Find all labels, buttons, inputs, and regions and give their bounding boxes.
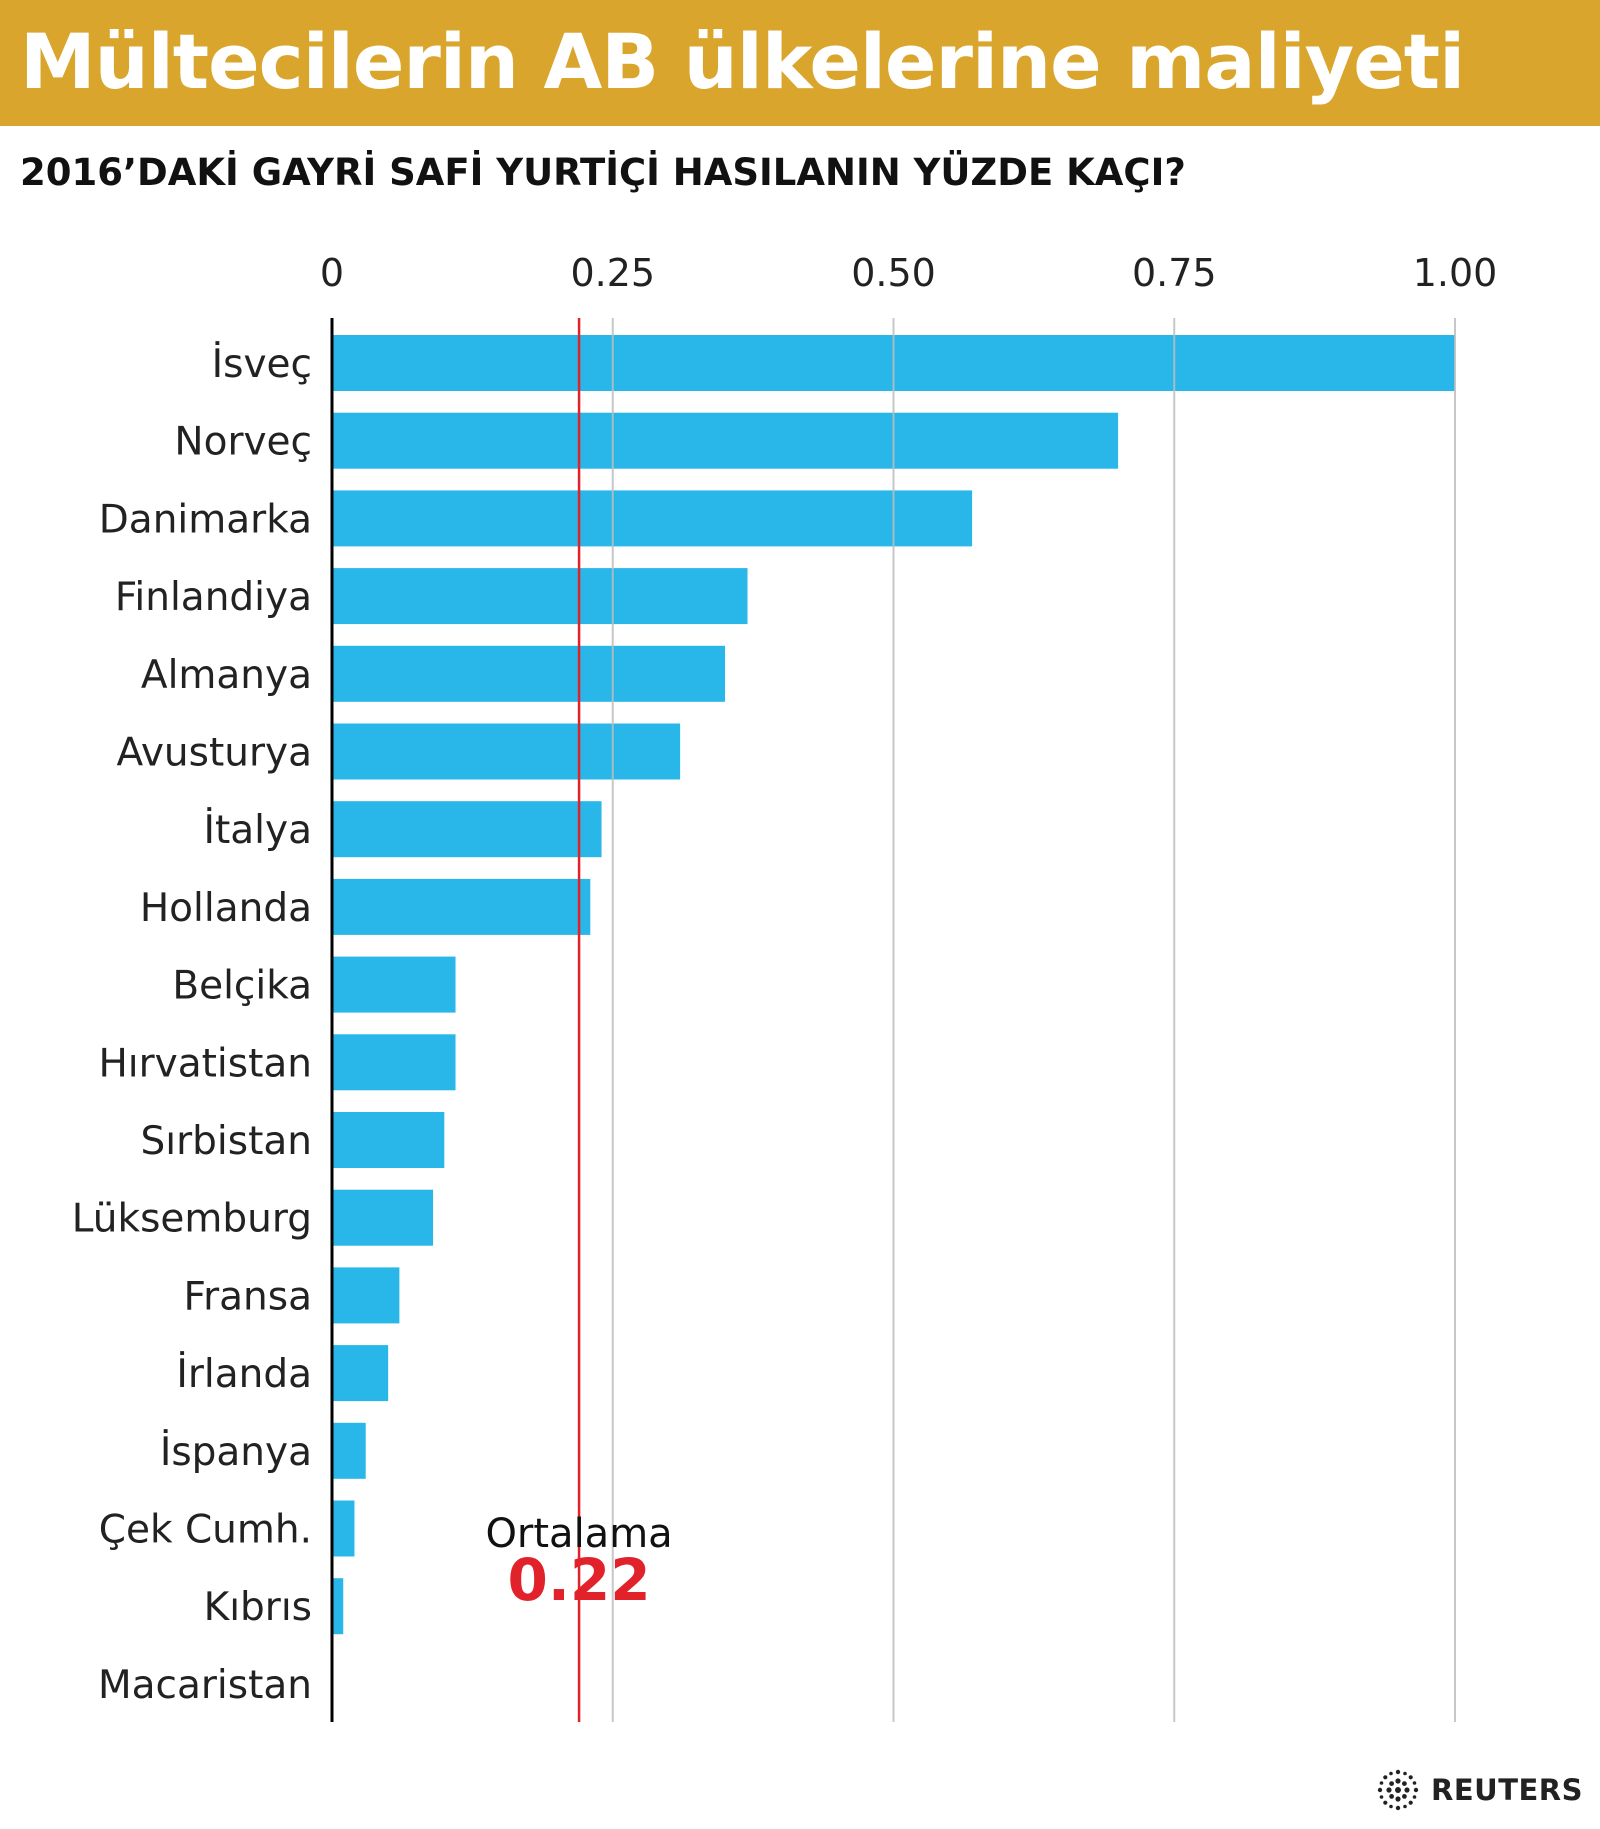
bar	[332, 1345, 389, 1402]
category-label: Kıbrıs	[204, 1585, 312, 1630]
bar	[332, 723, 681, 780]
category-label: Norveç	[174, 420, 312, 465]
bar	[332, 1112, 445, 1168]
x-tick-label: 0.50	[851, 251, 936, 295]
bar	[332, 1189, 434, 1246]
category-label: Belçika	[172, 964, 312, 1009]
bar	[332, 1422, 366, 1479]
average-label: Ortalama	[485, 1511, 672, 1557]
category-label: Lüksemburg	[72, 1197, 312, 1242]
x-tick-label: 0.25	[570, 251, 655, 295]
x-tick-label: 1.00	[1413, 251, 1498, 295]
bar	[332, 412, 1119, 469]
bar	[332, 645, 726, 702]
category-label: Hırvatistan	[98, 1041, 312, 1086]
category-label: Almanya	[141, 653, 312, 698]
reuters-logo: REUTERS	[1375, 1766, 1583, 1814]
category-label: Danimarka	[99, 497, 312, 542]
reuters-logo-icon	[1377, 1769, 1419, 1811]
x-tick-label: 0.75	[1132, 251, 1217, 295]
category-label: Fransa	[184, 1274, 312, 1319]
title-banner	[0, 0, 1600, 126]
category-label: İsveç	[212, 341, 312, 387]
bar	[332, 801, 602, 858]
bar	[332, 1034, 456, 1091]
category-label: İrlanda	[176, 1351, 312, 1397]
bar	[332, 568, 748, 625]
bar	[332, 878, 591, 935]
bar	[332, 1267, 400, 1324]
chart-title: Mültecilerin AB ülkelerine maliyeti	[20, 17, 1465, 106]
category-label: Çek Cumh.	[99, 1508, 312, 1553]
reuters-logo-text: REUTERS	[1431, 1773, 1583, 1807]
category-label: İtalya	[203, 807, 312, 853]
bar	[332, 1500, 355, 1557]
category-label: Finlandiya	[115, 575, 312, 620]
x-tick-label: 0	[320, 251, 344, 295]
bar	[332, 490, 973, 547]
bar	[332, 1578, 344, 1635]
category-label: Macaristan	[98, 1663, 312, 1708]
bar	[332, 956, 456, 1013]
category-label: Sırbistan	[141, 1119, 312, 1164]
category-label: Hollanda	[140, 886, 312, 931]
average-value: 0.22	[508, 1546, 651, 1614]
category-label: Avusturya	[116, 731, 312, 776]
category-label: İspanya	[160, 1429, 312, 1475]
chart-subtitle: 2016’DAKİ GAYRİ SAFİ YURTİÇİ HASILANIN Y…	[20, 151, 1186, 194]
